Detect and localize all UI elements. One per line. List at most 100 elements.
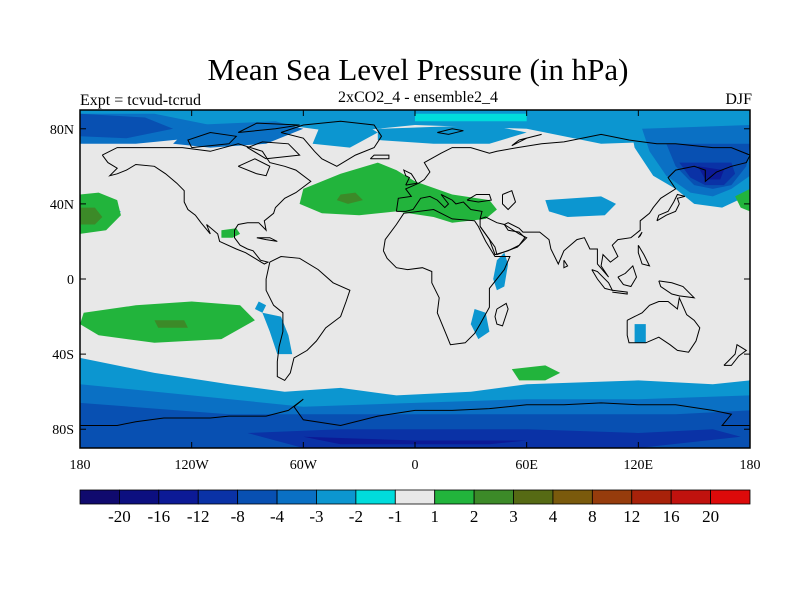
coastline-greenland — [280, 120, 383, 167]
coastline-south-america — [265, 255, 351, 382]
contour-s-america-cyan — [262, 312, 293, 355]
lon-tick-label: 60E — [515, 458, 538, 473]
colorbar-label: -2 — [349, 507, 363, 526]
axis-layer: 80N 40N 0 40S 80S 180 120W 60W 0 60E 120E 180 — [50, 110, 761, 473]
colorbar-label: 12 — [623, 507, 640, 526]
coastline-indonesia2 — [612, 289, 628, 295]
coastline-borneo — [617, 264, 638, 288]
coastline-antarctica — [80, 398, 750, 427]
colorbar-swatch — [394, 489, 436, 505]
coastline-north-america — [101, 143, 312, 265]
colorbar-swatch — [473, 489, 514, 505]
contour-east-pacific-green — [735, 188, 750, 212]
colorbar-swatch — [631, 489, 672, 505]
colorbar-label: 8 — [588, 507, 597, 526]
contour-atlantic-green-dark — [336, 192, 363, 204]
colorbar-swatch — [513, 489, 554, 505]
contour-east-africa-cyan — [493, 252, 509, 291]
chart-title: Mean Sea Level Pressure (in hPa) — [207, 52, 629, 87]
colorbar-label: -3 — [309, 507, 323, 526]
colorbar-label: -16 — [147, 507, 170, 526]
coastline-madagascar — [494, 302, 509, 327]
colorbar-label: 1 — [430, 507, 439, 526]
colorbar-label: -8 — [231, 507, 245, 526]
lat-tick-label: 80S — [52, 423, 74, 438]
coastline-uk — [402, 169, 418, 186]
contour-arctic-north-pacific — [80, 110, 750, 144]
coastline-cuba — [256, 237, 278, 242]
coastline-svalbard — [437, 128, 464, 135]
coastline-newguinea — [658, 280, 696, 299]
colorbar-swatch — [276, 489, 317, 505]
coastline-arabia-inner — [479, 216, 526, 256]
run-label: 2xCO2_4 - ensemble2_4 — [338, 89, 498, 106]
colorbar-swatch — [237, 489, 278, 505]
contour-atlantic-green — [299, 162, 497, 223]
colorbar-label: -12 — [187, 507, 210, 526]
coastline-japan — [656, 193, 686, 222]
coastline-layer — [80, 120, 750, 427]
coastline-hudson-bay — [237, 158, 271, 177]
coastline-eurasia — [395, 133, 750, 278]
coastline-africa — [382, 208, 511, 346]
colorbar-label: 20 — [702, 507, 719, 526]
lon-tick-label: 60W — [290, 458, 318, 473]
coastline-novaya-zemlya — [511, 133, 542, 147]
contour-greenland-cyan — [312, 121, 378, 148]
lon-tick-label: 180 — [70, 458, 91, 473]
coastline-australia — [626, 296, 701, 353]
contour-n-central-pacific-cyan — [545, 196, 616, 217]
colorbar-label: -1 — [388, 507, 402, 526]
coastline-newzealand — [723, 343, 748, 366]
contour-gulf-green — [221, 228, 241, 238]
colorbar-swatch — [158, 489, 199, 505]
colorbar-swatch — [316, 489, 357, 505]
lon-tick-label: 120E — [624, 458, 654, 473]
contour-south-pacific-green-dark — [154, 320, 188, 328]
colorbar-swatch — [355, 489, 396, 505]
contour-s-america-cyan-2 — [254, 301, 267, 313]
season-label: DJF — [725, 91, 752, 108]
colorbar-swatch — [710, 489, 751, 505]
coastline-sri-lanka — [563, 259, 569, 269]
coastline-canada-arctic2 — [237, 122, 300, 133]
colorbar-swatch — [197, 489, 239, 505]
lat-tick-label: 40S — [52, 348, 74, 363]
colorbar-swatch — [591, 489, 633, 505]
contour-india-ocean-green — [511, 365, 561, 381]
coastline-iceland — [369, 154, 390, 160]
colorbar-label: 16 — [663, 507, 680, 526]
contour-n-atlantic-cyan-band — [377, 125, 527, 144]
colorbar-label: -20 — [108, 507, 131, 526]
lon-tick-label: 0 — [412, 458, 419, 473]
coastline-philippines — [637, 244, 651, 267]
contour-npacific-green2 — [80, 207, 103, 225]
experiment-label: Expt = tcvud-tcrud — [80, 92, 201, 109]
lon-tick-label: 180 — [740, 458, 761, 473]
lat-tick-label: 0 — [67, 273, 74, 288]
colorbar-swatch — [670, 489, 711, 505]
lat-tick-label: 40N — [50, 198, 74, 213]
colorbar-label: -4 — [270, 507, 285, 526]
colorbar-label: 4 — [549, 507, 558, 526]
contour-arctic-blue2 — [80, 113, 174, 139]
coastline-caspian — [502, 190, 517, 211]
colorbar-swatch — [434, 489, 475, 505]
colorbar-label: 3 — [509, 507, 518, 526]
coastline-baffin — [246, 141, 301, 160]
colorbar-swatch — [79, 489, 120, 505]
contour-australia-cyan — [634, 324, 646, 343]
colorbar-label: 2 — [470, 507, 479, 526]
map-panel: 80N 40N 0 40S 80S 180 120W 60W 0 60E 120E 180 — [50, 109, 761, 473]
lat-tick-label: 80N — [50, 123, 74, 138]
coastline-canada-arctic1 — [187, 131, 238, 149]
lon-tick-label: 120W — [175, 458, 210, 473]
coastline-taiwan — [637, 231, 643, 239]
contour-layer — [80, 110, 750, 448]
contour-antarctic-darkest — [303, 436, 527, 445]
colorbar-swatch — [552, 489, 593, 505]
colorbar-swatch — [119, 489, 160, 505]
colorbar: -20 -16 -12 -8 -4 -3 -2 -1 1 2 3 4 8 12 16 20 — [79, 489, 751, 526]
coastline-black-sea — [466, 194, 492, 203]
